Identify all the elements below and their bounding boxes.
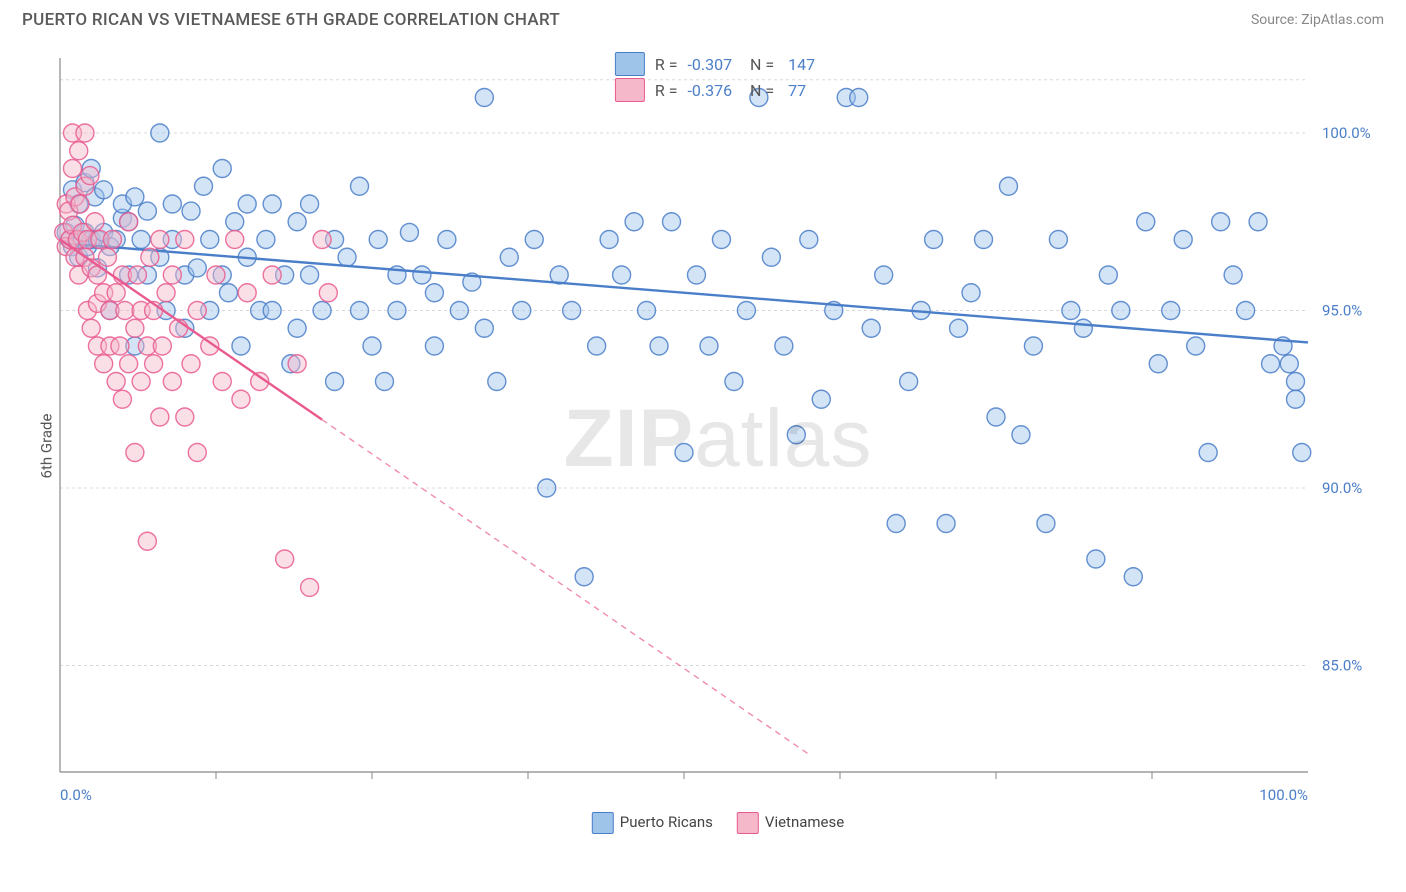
svg-text:95.0%: 95.0%	[1322, 302, 1362, 320]
chart-title: PUERTO RICAN VS VIETNAMESE 6TH GRADE COR…	[22, 10, 560, 30]
source-label: Source: ZipAtlas.com	[1251, 12, 1384, 28]
legend-label: Puerto Ricans	[620, 813, 713, 831]
legend-item: Vietnamese	[737, 812, 844, 834]
chart-container: PUERTO RICAN VS VIETNAMESE 6TH GRADE COR…	[0, 0, 1406, 892]
stats-row: R = -0.307 N = 147	[615, 52, 821, 76]
legend-label: Vietnamese	[765, 813, 844, 831]
chart-header: PUERTO RICAN VS VIETNAMESE 6TH GRADE COR…	[0, 0, 1406, 36]
scatter-svg: 85.0% 90.0% 95.0% 100.0% 0.0% 100.0%	[50, 44, 1386, 834]
svg-text:100.0%: 100.0%	[1322, 124, 1371, 142]
legend-bottom: Puerto Ricans Vietnamese	[592, 812, 844, 834]
legend-swatch	[737, 812, 759, 834]
svg-text:85.0%: 85.0%	[1322, 657, 1362, 675]
legend-item: Puerto Ricans	[592, 812, 713, 834]
legend-swatch	[615, 52, 645, 76]
legend-swatch	[592, 812, 614, 834]
plot-area: 85.0%90.0%95.0%100.0%0.0%100.0% ZIPatlas…	[50, 44, 1386, 834]
svg-text:0.0%: 0.0%	[60, 786, 92, 804]
stats-row: R = -0.376 N = 77	[615, 78, 821, 102]
svg-text:100.0%: 100.0%	[1259, 786, 1308, 804]
stats-legend: R = -0.307 N = 147R = -0.376 N = 77	[607, 46, 829, 108]
svg-text:90.0%: 90.0%	[1322, 479, 1362, 497]
legend-swatch	[615, 78, 645, 102]
